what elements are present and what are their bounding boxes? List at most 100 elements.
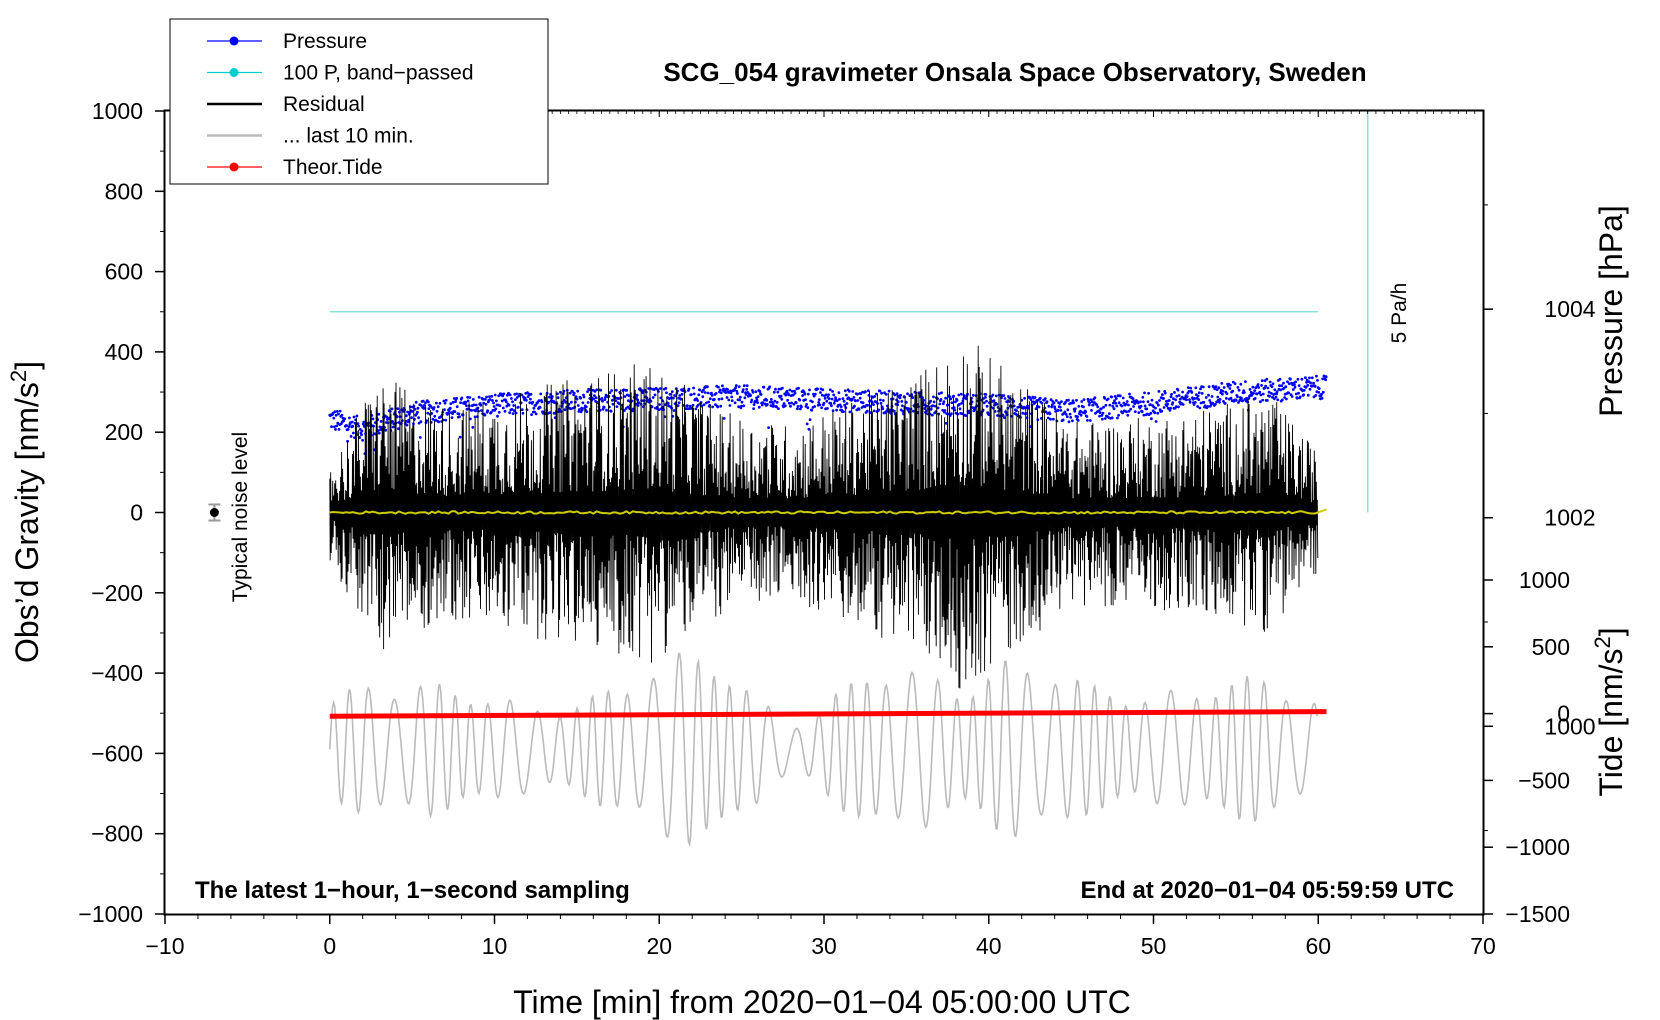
pressure-point — [1104, 403, 1108, 407]
pressure-point — [851, 390, 855, 393]
pressure-point — [775, 401, 779, 404]
pressure-point — [1154, 420, 1158, 423]
pressure-point — [608, 391, 612, 394]
pressure-point — [726, 388, 729, 391]
pressure-point — [679, 397, 683, 401]
pressure-point — [896, 400, 900, 404]
pressure-point — [356, 422, 360, 425]
pressure-point — [466, 395, 469, 399]
pressure-point — [701, 395, 705, 399]
pressure-point — [1048, 412, 1052, 416]
tide-tick-label: 0 — [1557, 701, 1570, 727]
pressure-point — [1106, 397, 1110, 401]
pressure-point — [845, 393, 848, 397]
pressure-point — [435, 409, 439, 413]
pressure-point — [808, 388, 811, 392]
pressure-point — [758, 390, 762, 393]
pressure-point — [942, 400, 946, 404]
pressure-point — [357, 424, 360, 428]
pressure-point — [737, 405, 740, 409]
pressure-point — [1142, 400, 1145, 404]
pressure-point — [377, 412, 381, 416]
pressure-point — [1017, 405, 1021, 409]
y-tick-label: −800 — [91, 821, 143, 847]
pressure-point — [1295, 396, 1299, 400]
pressure-point — [528, 401, 532, 405]
pressure-point — [955, 399, 959, 402]
pressure-point — [932, 395, 935, 399]
pressure-point — [900, 400, 904, 403]
pressure-point — [1044, 410, 1048, 414]
pressure-point — [1148, 403, 1152, 406]
pressure-point — [1290, 395, 1294, 398]
pressure-point — [1131, 397, 1135, 400]
pressure-point — [736, 392, 739, 395]
pressure-point — [396, 407, 400, 410]
pressure-point — [1271, 395, 1274, 399]
pressure-point — [416, 406, 420, 410]
pressure-point — [677, 401, 681, 405]
pressure-point — [1181, 403, 1185, 406]
pressure-point — [792, 402, 796, 406]
pressure-point — [738, 398, 742, 402]
y-tick-label: 400 — [105, 339, 143, 365]
x-tick-label: 0 — [323, 933, 336, 959]
pressure-point — [1223, 401, 1227, 405]
pressure-point — [1293, 385, 1297, 389]
pressure-point — [641, 391, 645, 395]
pressure-point — [390, 407, 394, 411]
pressure-point — [768, 385, 772, 389]
pressure-point — [697, 393, 701, 397]
pressure-point — [984, 396, 987, 399]
y-tick-label: 800 — [105, 178, 143, 204]
pressure-point — [1177, 394, 1181, 397]
pressure-point — [757, 405, 761, 409]
pressure-point — [651, 396, 655, 399]
pressure-point — [704, 401, 708, 405]
pressure-point — [872, 403, 875, 406]
pressure-point — [1242, 391, 1246, 394]
pressure-point — [1158, 399, 1161, 402]
pressure-point — [1197, 391, 1201, 395]
pressure-point — [1317, 387, 1321, 390]
pressure-point — [1021, 411, 1025, 415]
pressure-point — [688, 407, 691, 410]
pressure-point — [850, 398, 854, 401]
pressure-point — [685, 404, 689, 407]
pressure-point — [801, 394, 804, 397]
pressure-point — [477, 409, 480, 413]
pressure-point — [874, 400, 878, 404]
pressure-point — [1188, 398, 1191, 402]
pressure-point — [777, 407, 780, 410]
pressure-point — [784, 393, 788, 397]
pressure-point — [790, 401, 793, 405]
pressure-point — [337, 412, 340, 416]
pressure-point — [581, 401, 585, 405]
pressure-point — [1141, 395, 1145, 399]
pressure-point — [710, 391, 713, 395]
pressure-point — [806, 406, 810, 410]
pressure-point — [609, 409, 613, 413]
pressure-point — [1053, 407, 1057, 410]
pressure-point — [586, 401, 590, 404]
x-axis-label: Time [min] from 2020−01−04 05:00:00 UTC — [513, 984, 1131, 1020]
pressure-point — [614, 399, 618, 403]
pressure-point — [881, 407, 885, 411]
pressure-point — [1198, 406, 1202, 410]
pressure-point — [718, 388, 722, 392]
pressure-point — [451, 400, 455, 404]
pressure-point — [1199, 387, 1202, 391]
x-tick-label: 40 — [976, 933, 1002, 959]
pressure-point — [1113, 399, 1116, 402]
chart-title: SCG_054 gravimeter Onsala Space Observat… — [663, 57, 1366, 87]
pressure-point — [817, 401, 821, 404]
pressure-point — [725, 396, 729, 399]
pressure-point — [406, 410, 409, 414]
pressure-point — [599, 388, 603, 392]
pressure-point — [1259, 393, 1263, 397]
pressure-point — [514, 398, 517, 401]
pressure-point — [887, 389, 891, 393]
pressure-point — [1260, 379, 1264, 383]
pressure-point — [1165, 399, 1168, 403]
pressure-point — [1321, 390, 1325, 394]
